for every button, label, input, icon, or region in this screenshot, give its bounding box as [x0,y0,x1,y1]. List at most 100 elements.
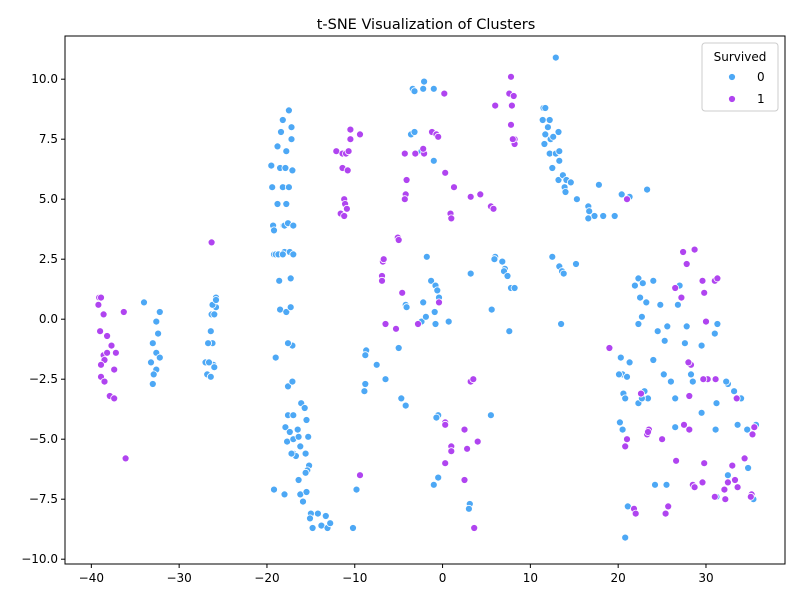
data-point-survived-1 [690,245,699,254]
data-point-survived-0 [667,377,675,386]
data-point-survived-0 [278,250,287,259]
x-tick-label: −20 [254,571,279,585]
data-point-survived-0 [148,380,157,388]
data-point-survived-1 [466,192,475,201]
data-point-survived-1 [441,420,450,429]
data-point-survived-1 [672,456,680,465]
data-point-survived-1 [699,375,708,384]
data-point-survived-1 [685,392,694,400]
data-point-survived-0 [287,123,296,132]
data-point-survived-0 [300,404,309,412]
data-point-survived-0 [625,358,634,367]
data-point-survived-0 [682,322,691,331]
data-point-survived-0 [282,147,291,156]
legend: Survived 0 1 [701,42,779,112]
data-point-survived-0 [401,401,410,410]
data-point-survived-0 [301,468,310,477]
y-tick-label: 10.0 [31,72,58,86]
data-point-survived-0 [634,274,643,283]
data-point-survived-0 [555,147,564,156]
data-point-survived-1 [343,166,352,175]
data-point-survived-0 [273,142,282,151]
data-point-survived-0 [674,300,682,309]
data-point-survived-0 [621,533,630,542]
data-point-survived-1 [644,428,652,436]
data-point-survived-0 [659,370,668,379]
data-point-survived-0 [649,276,658,285]
data-point-survived-1 [356,471,364,480]
data-point-survived-0 [616,418,624,427]
data-point-survived-0 [653,327,662,336]
y-tick-label: −2.5 [29,372,58,386]
data-point-survived-1 [94,300,103,309]
data-point-survived-0 [140,298,148,307]
data-point-survived-1 [605,344,614,352]
data-point-survived-1 [103,348,111,357]
points-layer [94,53,760,542]
data-point-survived-1 [728,461,737,470]
data-point-survived-0 [599,212,608,220]
data-point-survived-0 [548,164,557,172]
y-tick-label: 5.0 [39,192,58,206]
data-point-survived-0 [281,164,290,172]
data-point-survived-1 [463,444,472,453]
data-point-survived-1 [685,425,694,434]
data-point-survived-0 [288,377,297,386]
data-point-survived-1 [469,375,478,384]
data-point-survived-0 [326,519,335,528]
data-point-survived-1 [97,293,105,302]
data-point-survived-1 [394,236,403,244]
data-point-survived-0 [402,303,411,312]
data-point-survived-0 [284,183,293,192]
data-point-survived-0 [313,509,322,518]
data-point-survived-1 [447,447,456,456]
x-tick-label: 30 [698,571,713,585]
data-point-survived-0 [548,252,557,261]
data-point-survived-1 [677,293,686,302]
data-point-survived-0 [301,449,310,458]
data-point-survived-1 [720,485,729,494]
data-point-survived-0 [557,320,565,328]
data-point-survived-1 [411,149,420,158]
data-point-survived-0 [284,382,292,391]
y-tick-label: 7.5 [39,132,58,146]
data-point-survived-0 [498,257,507,266]
data-point-survived-1 [631,509,640,518]
data-point-survived-0 [430,308,439,316]
data-point-survived-1 [346,135,355,144]
plot-frame [64,35,786,565]
data-point-survived-1 [470,524,479,532]
data-point-survived-0 [712,399,721,408]
data-point-survived-0 [154,329,163,338]
data-point-survived-0 [651,480,659,489]
data-point-survived-1 [684,358,693,367]
data-point-survived-0 [610,212,619,220]
data-point-survived-0 [538,116,547,124]
data-point-survived-0 [490,255,499,264]
data-point-survived-0 [299,497,307,506]
data-point-survived-1 [460,476,469,484]
data-point-survived-0 [286,274,295,283]
data-point-survived-1 [700,459,709,468]
data-point-survived-1 [711,375,720,384]
data-point-survived-1 [700,288,709,297]
data-point-survived-0 [361,351,370,360]
data-point-survived-0 [410,128,419,136]
data-point-survived-0 [710,329,719,338]
y-tick-label: 0.0 [39,312,58,326]
data-point-survived-1 [509,92,518,100]
data-point-survived-1 [637,389,645,398]
data-point-survived-0 [545,116,554,124]
data-point-survived-0 [572,260,580,268]
data-point-survived-0 [155,308,164,316]
data-point-survived-1 [440,89,449,98]
data-point-survived-1 [356,130,364,139]
data-point-survived-0 [730,387,738,396]
data-point-survived-1 [679,248,687,256]
data-point-survived-0 [273,200,282,208]
y-tick-label: −10.0 [21,552,58,566]
data-point-survived-1 [476,190,485,199]
data-point-survived-0 [638,312,646,321]
data-point-survived-1 [713,274,722,283]
data-point-survived-1 [342,204,351,213]
